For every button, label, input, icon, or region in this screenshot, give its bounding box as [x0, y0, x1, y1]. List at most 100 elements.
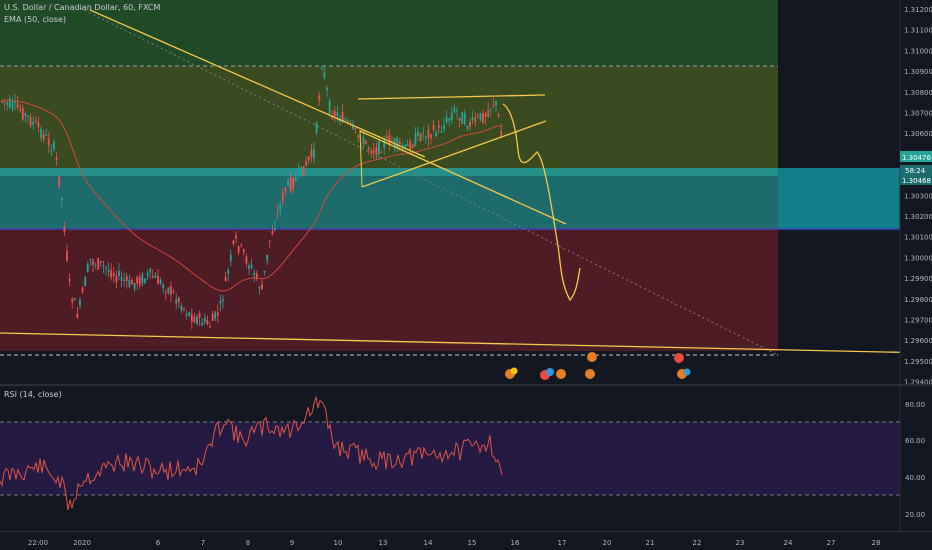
time-axis[interactable]: 22:00 2020 6 7 8 9 10 13 14 15 16 17 20 21 22 23 24 27 28 — [0, 531, 932, 550]
candle-body — [149, 268, 152, 273]
candle-body — [37, 122, 40, 128]
candle-body — [177, 297, 180, 303]
candle-body — [68, 278, 71, 281]
candle-body — [53, 142, 55, 150]
candle-body — [495, 101, 497, 106]
candle-body — [456, 110, 458, 112]
candle-body — [193, 316, 196, 323]
candle-body — [50, 150, 53, 152]
time-axis-label: 22 — [693, 539, 702, 547]
candle-body — [198, 313, 201, 318]
candle-body — [362, 137, 365, 145]
candle-body — [203, 317, 206, 322]
candle-body — [16, 103, 19, 109]
candle-body — [11, 101, 14, 109]
candle-body — [185, 314, 188, 316]
candle-body — [89, 259, 92, 261]
candle-body — [40, 128, 42, 138]
pane-divider[interactable] — [0, 384, 932, 386]
candle-body — [380, 152, 383, 154]
second-price-badge — [900, 175, 932, 185]
candle-body — [245, 256, 248, 264]
price-axis-ticks[interactable]: 1.31200 1.31100 1.31000 1.30900 1.30800 1.307… — [904, 6, 932, 387]
price-tick-label: 1.30700 — [904, 110, 932, 118]
teal-zone-highlight — [0, 168, 778, 176]
candle-body — [138, 277, 141, 286]
candle-body — [196, 316, 198, 324]
price-tick-label: 1.30200 — [904, 213, 932, 221]
support-trendline[interactable] — [0, 332, 932, 354]
candle-body — [8, 98, 11, 108]
channel-falling-line[interactable] — [359, 130, 567, 225]
candle-body — [383, 140, 386, 148]
candle-body — [406, 144, 409, 146]
candle-body — [268, 240, 271, 242]
candle-body — [398, 141, 401, 144]
time-axis-label: 24 — [784, 539, 793, 547]
price-chart-svg[interactable]: 1.31200 1.31100 1.31000 1.30900 1.30800 1.307… — [0, 0, 932, 387]
projection-path[interactable] — [502, 103, 581, 302]
candle-body — [255, 273, 258, 280]
candle-body — [388, 135, 391, 146]
price-tick-label: 1.31100 — [904, 27, 932, 35]
trendline-descending[interactable] — [89, 9, 426, 158]
candle-body — [331, 116, 334, 119]
candle-body — [209, 326, 211, 328]
candle-body — [118, 270, 120, 276]
candle-body — [500, 131, 503, 137]
rsi-legend-text: RSI (14, close) — [4, 390, 62, 399]
candle-body — [427, 129, 430, 139]
channel-top-line[interactable] — [357, 94, 546, 100]
price-tick-label: 1.29900 — [904, 275, 932, 283]
candle-body — [411, 144, 414, 148]
candle-body — [154, 275, 157, 278]
time-axis-label: 7 — [201, 539, 205, 547]
candle-body — [214, 311, 217, 319]
candle-body — [105, 266, 107, 269]
candle-body — [328, 100, 331, 114]
candle-body — [19, 109, 22, 111]
candle-body — [146, 272, 149, 276]
ema-line — [1, 99, 502, 292]
symbol-legend[interactable]: U.S. Dollar / Canadian Dollar, 60, FXCM — [4, 3, 160, 12]
candle-body — [162, 284, 165, 289]
candle-body — [492, 104, 495, 106]
candle-body — [365, 140, 367, 144]
candle-body — [344, 119, 347, 121]
time-axis-label: 9 — [290, 539, 294, 547]
candle-body — [393, 138, 396, 147]
candle-body — [164, 292, 167, 294]
time-axis-label: 16 — [511, 539, 520, 547]
rsi-chart-svg[interactable]: 80.00 60.00 40.00 20.00 — [0, 386, 932, 531]
last-price-badge — [900, 151, 932, 162]
candle-body — [151, 276, 154, 278]
candle-body — [466, 125, 469, 129]
price-tick-label: 1.29600 — [904, 337, 932, 345]
candle-body — [435, 131, 438, 137]
price-chart-pane[interactable]: 1.31200 1.31100 1.31000 1.30900 1.30800 1.307… — [0, 0, 932, 387]
candle-body — [63, 226, 66, 233]
time-axis-label: 23 — [736, 539, 745, 547]
candle-body — [99, 261, 102, 263]
candle-body — [94, 264, 97, 266]
candle-body — [125, 276, 128, 281]
candle-body — [219, 301, 222, 304]
candle-body — [224, 277, 227, 282]
ema-legend[interactable]: EMA (50, close) — [4, 15, 66, 24]
rsi-pane[interactable]: 80.00 60.00 40.00 20.00 RSI (14, close) — [0, 386, 932, 531]
candle-body — [289, 177, 292, 192]
event-markers[interactable] — [505, 352, 691, 380]
candle-body — [6, 102, 9, 105]
candle-body — [336, 112, 339, 116]
candle-body — [133, 282, 136, 290]
candle-body — [307, 156, 310, 160]
candle-body — [422, 132, 425, 135]
candle-body — [276, 211, 279, 214]
candle-body — [391, 140, 393, 142]
rsi-tick-40: 40.00 — [905, 474, 925, 482]
candle-body — [188, 312, 191, 316]
candle-body — [300, 166, 302, 176]
rsi-legend[interactable]: RSI (14, close) — [4, 390, 62, 399]
candle-body — [201, 322, 204, 326]
candle-body — [102, 264, 105, 266]
